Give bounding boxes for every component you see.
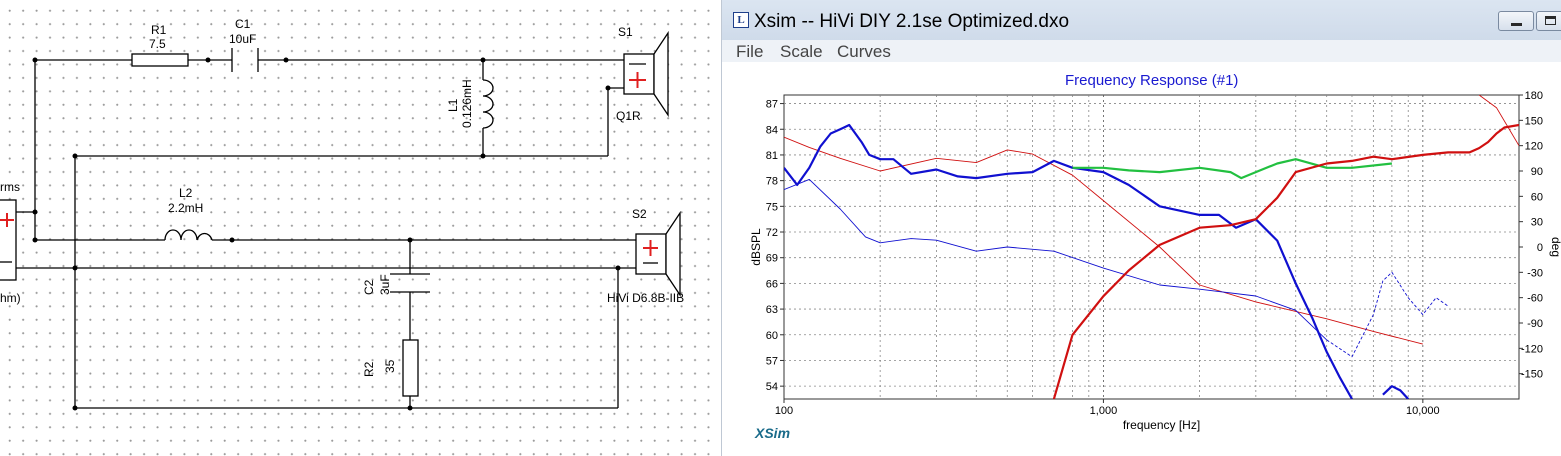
source-label-bottom: hm): [0, 291, 21, 305]
y-tick-label: 87: [766, 99, 778, 111]
schematic-wiring: [0, 30, 681, 411]
window-title: Xsim -- HiVi DIY 2.1se Optimized.dxo: [754, 11, 1070, 32]
series-woofer-spl-band2: [1382, 385, 1410, 399]
y2-tick-label: -60: [1527, 293, 1543, 305]
wires: [0, 59, 636, 409]
x-tick-label: 100: [775, 405, 793, 417]
r1-resistor: [131, 53, 189, 67]
series-tweeter-phase: [784, 136, 1423, 345]
y2-tick-label: 60: [1531, 191, 1543, 203]
plot-area: [783, 94, 1520, 400]
series-tweeter-phase-wrap: [1478, 95, 1519, 146]
y-tick-label: 57: [766, 355, 778, 367]
y-tick-label: 63: [766, 304, 778, 316]
r2-name: R2: [362, 361, 376, 377]
menu-bar: [722, 40, 1561, 62]
x-tick-label: 1,000: [1090, 405, 1118, 417]
source-block: [0, 199, 17, 281]
y-tick-label: 60: [766, 330, 778, 342]
r2-resistor: [402, 339, 419, 397]
y-tick-label: 75: [766, 201, 778, 213]
chart-series-group: [784, 95, 1519, 399]
series-woofer-phase: [784, 178, 1328, 341]
maximize-button[interactable]: [1536, 11, 1561, 31]
s2-speaker: [635, 210, 681, 298]
l1-inductor: [482, 79, 494, 129]
junction-dots: [32, 57, 621, 411]
y-tick-label: 84: [766, 124, 778, 136]
x-tick-label: 10,000: [1406, 405, 1440, 417]
r1-name: R1: [151, 23, 167, 37]
frequency-response-chart[interactable]: 87 84 81 78 75 72 69 66 63 60 57 54 180 150 120 90 60 30 0…: [722, 62, 1561, 456]
series-tweeter-spl: [1052, 123, 1519, 399]
maximize-icon: [1545, 16, 1556, 25]
y-tick-label: 78: [766, 176, 778, 188]
s2-model: HiVi D6.8B-IIB: [607, 291, 685, 305]
y-tick-label: 72: [766, 227, 778, 239]
y2-tick-label: 150: [1525, 115, 1543, 127]
l1-name: L1: [446, 98, 460, 112]
r2-value: 35: [383, 359, 397, 373]
y2-tick-label: -150: [1521, 369, 1543, 381]
y2-tick-label: -30: [1527, 267, 1543, 279]
chart-title: Frequency Response (#1): [1065, 72, 1239, 89]
c2-value: 3uF: [378, 274, 392, 295]
s2-name: S2: [632, 207, 647, 221]
s1-speaker: [623, 30, 669, 118]
y2-tick-label: -90: [1527, 318, 1543, 330]
l2-inductor: [164, 229, 213, 241]
c2-capacitor: [390, 273, 430, 293]
y-tick-label: 81: [766, 150, 778, 162]
y2-axis-label: deg: [1549, 237, 1561, 257]
series-summed-spl: [1072, 158, 1393, 180]
l1-value: 0.126mH: [460, 79, 474, 128]
y2-tick-label: 90: [1531, 166, 1543, 178]
menu-scale[interactable]: Scale: [780, 42, 823, 61]
y2-tick-label: 30: [1531, 217, 1543, 229]
y-tick-label: 69: [766, 253, 778, 265]
xsim-window: L Xsim -- HiVi DIY 2.1se Optimized.dxo F…: [721, 0, 1561, 456]
y2-tick-label: -120: [1521, 343, 1543, 355]
r1-value: 7.5: [149, 37, 166, 51]
s1-name: S1: [618, 25, 633, 39]
c1-capacitor: [231, 48, 259, 72]
xsim-logo: XSim: [755, 425, 791, 441]
y-tick-label: 66: [766, 278, 778, 290]
l2-value: 2.2mH: [168, 201, 204, 215]
y2-tick-label: 180: [1525, 90, 1543, 102]
menu-curves[interactable]: Curves: [837, 42, 891, 61]
c1-name: C1: [235, 17, 251, 31]
c1-value: 10uF: [229, 32, 257, 46]
source-label-top: rms: [0, 180, 20, 194]
title-bar[interactable]: L Xsim -- HiVi DIY 2.1se Optimized.dxo: [722, 0, 1561, 40]
series-woofer-phase-dashed: [1326, 271, 1449, 358]
x-axis-label: frequency [Hz]: [1123, 418, 1200, 432]
schematic-panel: R1 7.5 C1 10uF S1 Q1R L1 0.126mH L2 2.2m…: [0, 0, 720, 456]
l2-name: L2: [179, 186, 193, 200]
y-tick-label: 54: [766, 381, 778, 393]
y2-tick-label: 0: [1537, 242, 1543, 254]
minimize-button[interactable]: [1498, 11, 1534, 31]
app-icon[interactable]: L: [733, 12, 749, 28]
c2-name: C2: [362, 279, 376, 295]
minimize-icon: [1511, 23, 1522, 26]
s1-model: Q1R: [616, 109, 641, 123]
y2-tick-label: 120: [1525, 141, 1543, 153]
y-axis-label: dBSPL: [749, 228, 763, 266]
menu-file[interactable]: File: [736, 42, 764, 61]
series-woofer-spl: [784, 123, 1353, 399]
